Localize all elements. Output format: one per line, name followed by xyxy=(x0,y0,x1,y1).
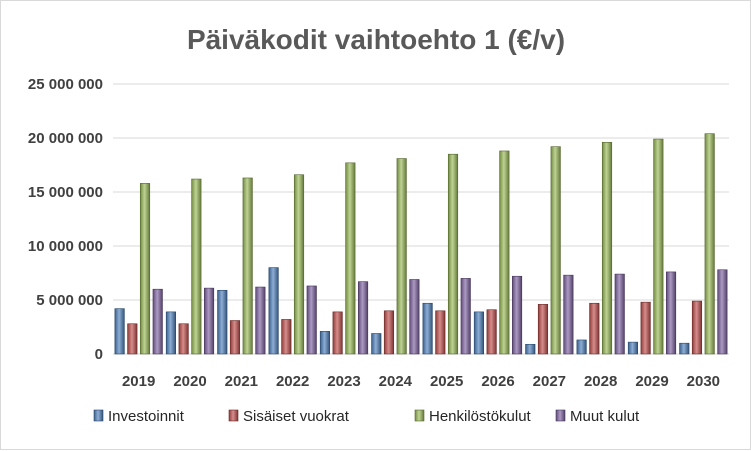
bar-muut-kulut-2020 xyxy=(204,287,215,355)
x-tick-label: 2021 xyxy=(225,373,258,390)
y-tick-label: 0 xyxy=(95,346,103,363)
bar-henkil-st-kulut-2027 xyxy=(550,146,561,355)
legend-swatch xyxy=(93,409,104,422)
bar-muut-kulut-2024 xyxy=(409,279,420,355)
y-tick-label: 5 000 000 xyxy=(36,292,103,309)
bar-henkil-st-kulut-2021 xyxy=(242,177,253,355)
legend-label: Sisäiset vuokrat xyxy=(243,408,350,425)
gridlines xyxy=(113,83,729,355)
bar-investoinnit-2022 xyxy=(268,267,279,355)
bar-henkil-st-kulut-2025 xyxy=(447,153,459,355)
bar-henkil-st-kulut-2019 xyxy=(139,183,151,355)
bars xyxy=(114,133,728,355)
x-tick-label: 2019 xyxy=(122,373,155,390)
legend-swatch xyxy=(414,409,425,422)
bar-sis-iset-vuokrat-2021 xyxy=(229,320,241,355)
bar-sis-iset-vuokrat-2019 xyxy=(127,323,138,355)
y-axis-ticks: 0 5 000 000 10 000 000 15 000 000 20 000 000… xyxy=(28,76,103,363)
bar-investoinnit-2026 xyxy=(473,311,485,355)
bar-investoinnit-2029 xyxy=(627,341,639,355)
legend-label: Muut kulut xyxy=(570,408,640,425)
legend-item: Sisäiset vuokrat xyxy=(228,408,350,425)
chart-title: Päiväkodit vaihtoehto 1 (€/v) xyxy=(187,24,565,55)
x-tick-label: 2026 xyxy=(481,373,514,390)
bar-sis-iset-vuokrat-2022 xyxy=(281,319,292,355)
bar-sis-iset-vuokrat-2028 xyxy=(589,302,600,355)
bar-investoinnit-2020 xyxy=(165,311,176,355)
bar-muut-kulut-2019 xyxy=(152,288,163,355)
bar-investoinnit-2025 xyxy=(422,302,433,355)
bar-henkil-st-kulut-2020 xyxy=(191,178,202,355)
bar-muut-kulut-2028 xyxy=(614,273,625,355)
x-tick-label: 2020 xyxy=(173,373,206,390)
bar-sis-iset-vuokrat-2030 xyxy=(691,300,703,355)
bar-investoinnit-2027 xyxy=(525,343,536,355)
bar-henkil-st-kulut-2030 xyxy=(704,133,715,355)
y-tick-label: 25 000 000 xyxy=(28,76,103,93)
bar-muut-kulut-2025 xyxy=(460,278,471,355)
bar-muut-kulut-2021 xyxy=(255,286,266,355)
legend-swatch xyxy=(228,409,239,422)
x-axis-ticks: 2019 2020 2021 2022 2023 2024 2025 2026 2027 2028… xyxy=(122,373,720,390)
bar-muut-kulut-2022 xyxy=(306,285,317,355)
bar-sis-iset-vuokrat-2026 xyxy=(486,309,497,355)
bar-investoinnit-2028 xyxy=(576,339,587,355)
bar-investoinnit-2024 xyxy=(371,333,382,355)
bar-sis-iset-vuokrat-2023 xyxy=(332,311,343,355)
bar-sis-iset-vuokrat-2027 xyxy=(537,304,549,355)
bar-muut-kulut-2023 xyxy=(357,281,369,355)
bar-henkil-st-kulut-2022 xyxy=(293,174,305,355)
bar-investoinnit-2023 xyxy=(319,331,331,355)
legend-label: Investoinnit xyxy=(108,408,185,425)
x-tick-label: 2027 xyxy=(533,373,566,390)
bar-sis-iset-vuokrat-2020 xyxy=(178,323,189,355)
x-tick-label: 2025 xyxy=(430,373,463,390)
bar-henkil-st-kulut-2023 xyxy=(345,162,356,355)
y-tick-label: 15 000 000 xyxy=(28,184,103,201)
bar-henkil-st-kulut-2028 xyxy=(601,142,613,355)
x-tick-label: 2029 xyxy=(635,373,668,390)
bar-henkil-st-kulut-2024 xyxy=(396,158,407,355)
bar-investoinnit-2019 xyxy=(114,308,125,355)
y-tick-label: 10 000 000 xyxy=(28,238,103,255)
bar-investoinnit-2021 xyxy=(217,289,228,355)
bar-muut-kulut-2030 xyxy=(717,269,728,355)
y-tick-label: 20 000 000 xyxy=(28,130,103,147)
x-tick-label: 2030 xyxy=(687,373,720,390)
bar-sis-iset-vuokrat-2024 xyxy=(383,310,395,355)
x-tick-label: 2028 xyxy=(584,373,617,390)
bar-henkil-st-kulut-2026 xyxy=(499,150,510,355)
legend-item: Investoinnit xyxy=(93,408,185,425)
bar-henkil-st-kulut-2029 xyxy=(653,138,664,355)
bar-muut-kulut-2029 xyxy=(665,271,677,355)
legend-item: Muut kulut xyxy=(555,408,640,425)
bar-sis-iset-vuokrat-2025 xyxy=(435,310,446,355)
x-tick-label: 2023 xyxy=(327,373,360,390)
bar-muut-kulut-2026 xyxy=(511,275,523,355)
bar-investoinnit-2030 xyxy=(679,342,690,355)
x-tick-label: 2022 xyxy=(276,373,309,390)
legend-label: Henkilöstökulut xyxy=(429,408,532,425)
bar-sis-iset-vuokrat-2029 xyxy=(640,301,651,355)
bar-muut-kulut-2027 xyxy=(563,274,574,355)
legend-swatch xyxy=(555,409,566,422)
legend: Investoinnit Sisäiset vuokrat Henkilöstöku… xyxy=(93,408,640,425)
legend-item: Henkilöstökulut xyxy=(414,408,532,425)
x-tick-label: 2024 xyxy=(379,373,413,390)
